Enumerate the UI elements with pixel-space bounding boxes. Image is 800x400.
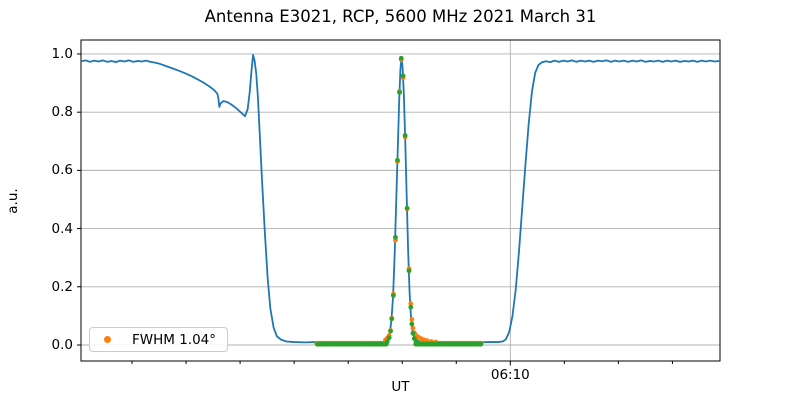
series-scan-line	[81, 53, 720, 344]
y-tick-label: 0.6	[51, 162, 73, 179]
legend-marker-dot	[104, 336, 111, 343]
y-tick-label: 1.0	[51, 45, 73, 62]
x-axis-label: UT	[391, 379, 410, 395]
axes-spines	[80, 39, 721, 362]
legend-label: FWHM 1.04°	[132, 331, 217, 348]
y-tick-label: 0.0	[51, 336, 73, 353]
y-tick-label: 0.8	[51, 104, 73, 121]
series-fit-markers	[314, 55, 484, 347]
x-tick-label: 06:10	[490, 367, 530, 383]
y-tick-label: 0.4	[51, 220, 73, 237]
y-tick-label: 0.2	[51, 278, 73, 295]
legend: FWHM 1.04°	[89, 327, 228, 352]
chart-title: Antenna E3021, RCP, 5600 MHz 2021 March …	[204, 7, 597, 26]
